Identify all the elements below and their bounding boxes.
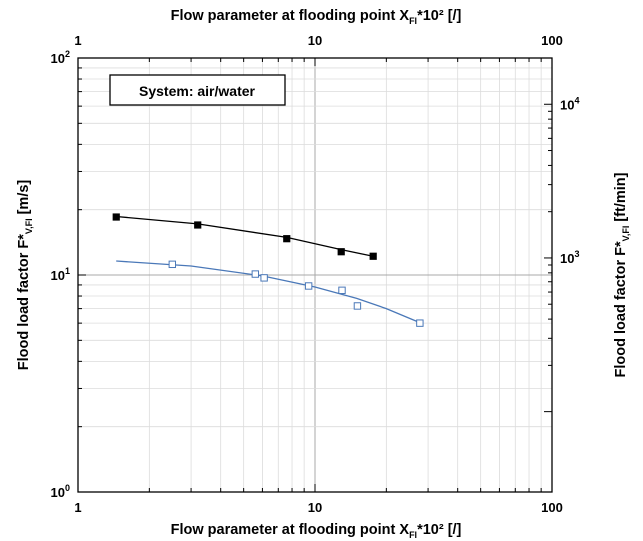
x-label-top-tail: *10² [/] xyxy=(417,8,461,24)
y-tick-label-right: 103 xyxy=(560,249,579,266)
annotation-text: System: air/water xyxy=(139,83,255,99)
x-label-bottom-main: Flow parameter at flooding point X xyxy=(171,522,410,538)
series-1-fit-line xyxy=(116,215,374,257)
series-2-fit-line xyxy=(116,260,422,324)
data-point xyxy=(369,252,377,260)
x-tick-label-bottom: 100 xyxy=(541,500,563,515)
x-label-top-main: Flow parameter at flooding point X xyxy=(171,8,410,24)
y-tick-label-left: 102 xyxy=(51,49,70,66)
data-point xyxy=(283,235,291,243)
y-label-left-sub: V,Fl xyxy=(24,218,34,234)
data-point xyxy=(251,270,260,278)
x-tick-label-bottom: 1 xyxy=(74,500,81,515)
y-label-right-tail: [ft/min] xyxy=(613,172,629,225)
data-point xyxy=(168,260,177,269)
data-point xyxy=(338,286,346,295)
y-label-left-tail: [m/s] xyxy=(16,180,32,219)
data-point xyxy=(337,248,345,256)
x-tick-label-top: 10 xyxy=(308,33,322,48)
y-axis-label-right: Flood load factor F*V,Fl [ft/min] xyxy=(613,172,631,377)
data-point xyxy=(112,213,120,221)
series-layer xyxy=(112,213,424,327)
y-label-left-main: Flood load factor F* xyxy=(16,234,32,370)
x-tick-label-top: 100 xyxy=(541,33,563,48)
data-point xyxy=(353,302,362,310)
x-label-bottom-tail: *10² [/] xyxy=(417,522,461,538)
y-label-right-main: Flood load factor F* xyxy=(613,241,629,377)
data-point xyxy=(304,282,313,290)
tick-marks xyxy=(77,57,552,493)
tick-labels: 1 1 10 10 100 100 100 101 102 103 104 xyxy=(51,33,580,515)
grid-lines xyxy=(78,58,552,492)
data-point xyxy=(260,274,268,282)
series-1 xyxy=(112,213,377,260)
data-point xyxy=(194,221,202,229)
y-tick-label-left: 101 xyxy=(51,266,70,283)
x-tick-label-top: 1 xyxy=(74,33,81,48)
x-axis-label-top: Flow parameter at flooding point XFl*10²… xyxy=(171,8,462,26)
data-point xyxy=(416,319,424,327)
y-label-right-sub: V,Fl xyxy=(621,226,631,242)
x-tick-label-bottom: 10 xyxy=(308,500,322,515)
x-axis-label-bottom: Flow parameter at flooding point XFl*10²… xyxy=(171,522,462,540)
annotation-box: System: air/water xyxy=(109,74,286,106)
y-tick-label-left: 100 xyxy=(51,483,70,500)
x-label-top-sub: Fl xyxy=(409,16,417,26)
x-label-bottom-sub: Fl xyxy=(409,530,417,540)
y-tick-label-right: 104 xyxy=(560,95,579,112)
series-2 xyxy=(116,260,424,327)
y-axis-label-left: Flood load factor F*V,Fl [m/s] xyxy=(16,180,34,371)
